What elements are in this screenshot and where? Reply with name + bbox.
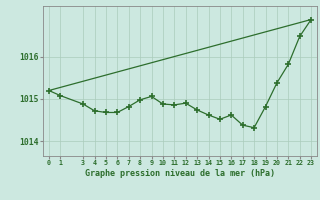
X-axis label: Graphe pression niveau de la mer (hPa): Graphe pression niveau de la mer (hPa): [85, 169, 275, 178]
